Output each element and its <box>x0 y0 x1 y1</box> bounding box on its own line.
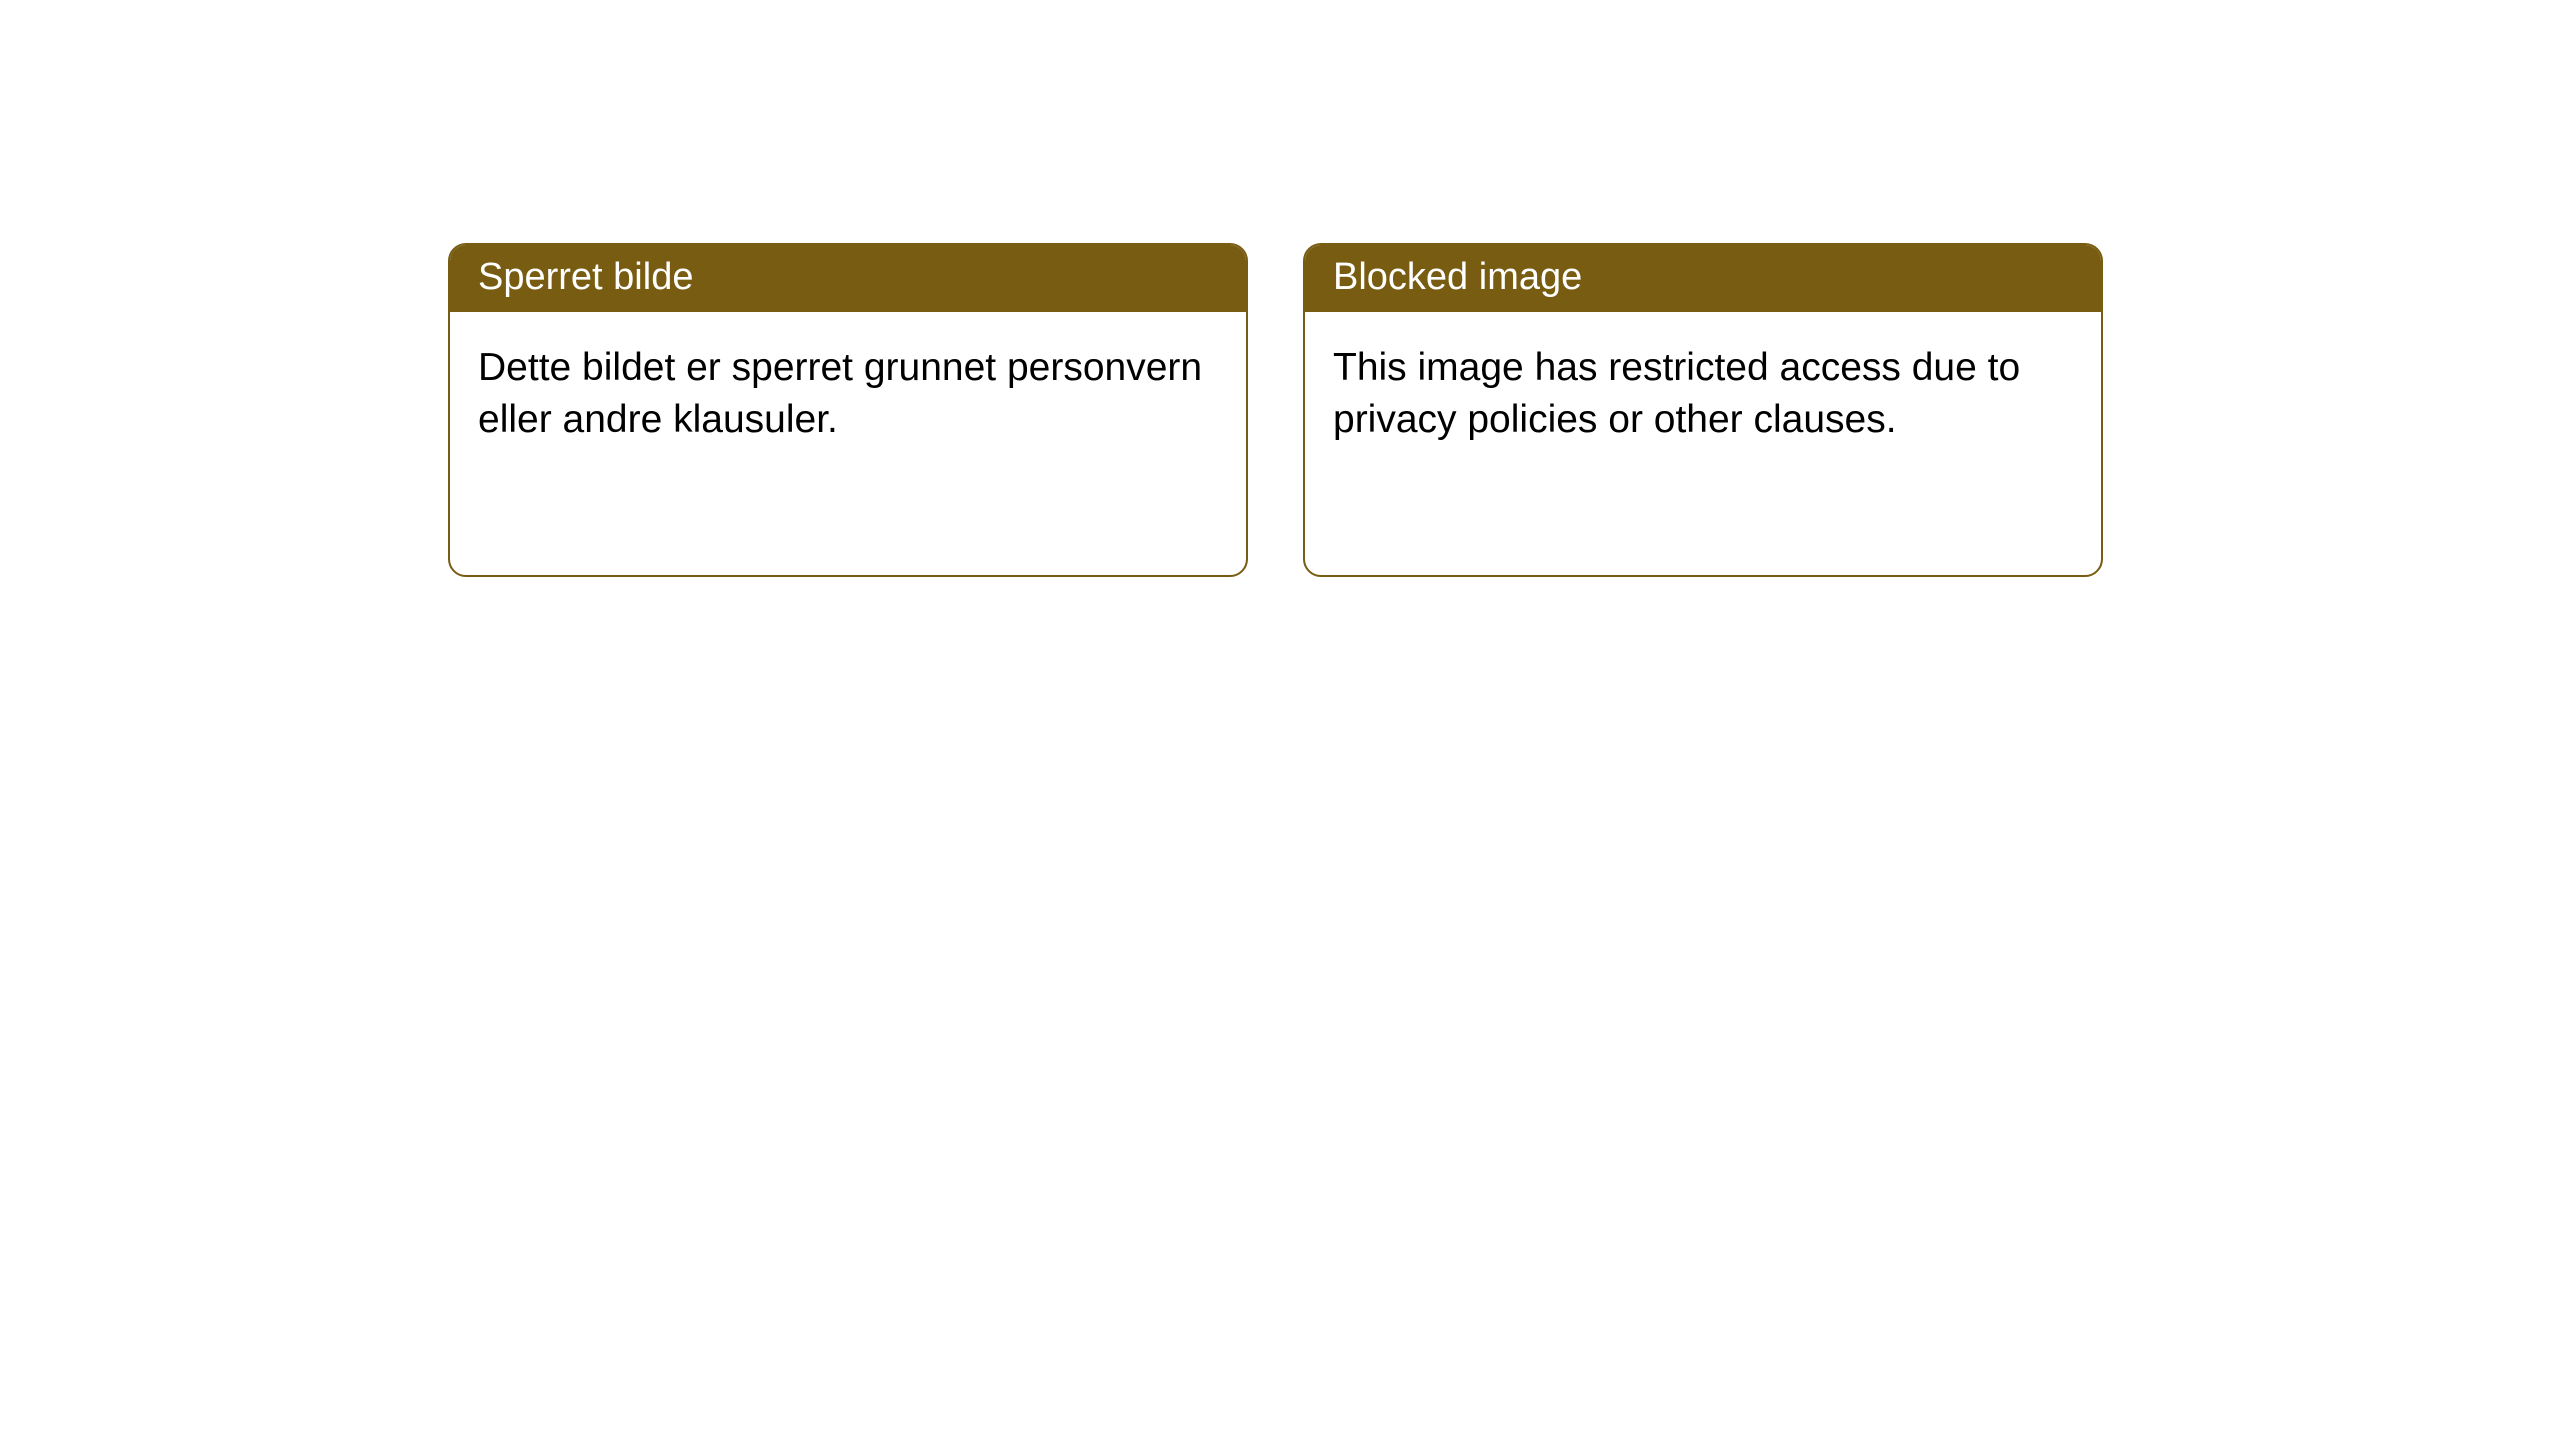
card-body: This image has restricted access due to … <box>1305 312 2101 475</box>
card-header: Blocked image <box>1305 245 2101 312</box>
notice-container: Sperret bilde Dette bildet er sperret gr… <box>0 0 2560 577</box>
card-header: Sperret bilde <box>450 245 1246 312</box>
card-body: Dette bildet er sperret grunnet personve… <box>450 312 1246 475</box>
notice-card-english: Blocked image This image has restricted … <box>1303 243 2103 577</box>
notice-card-norwegian: Sperret bilde Dette bildet er sperret gr… <box>448 243 1248 577</box>
